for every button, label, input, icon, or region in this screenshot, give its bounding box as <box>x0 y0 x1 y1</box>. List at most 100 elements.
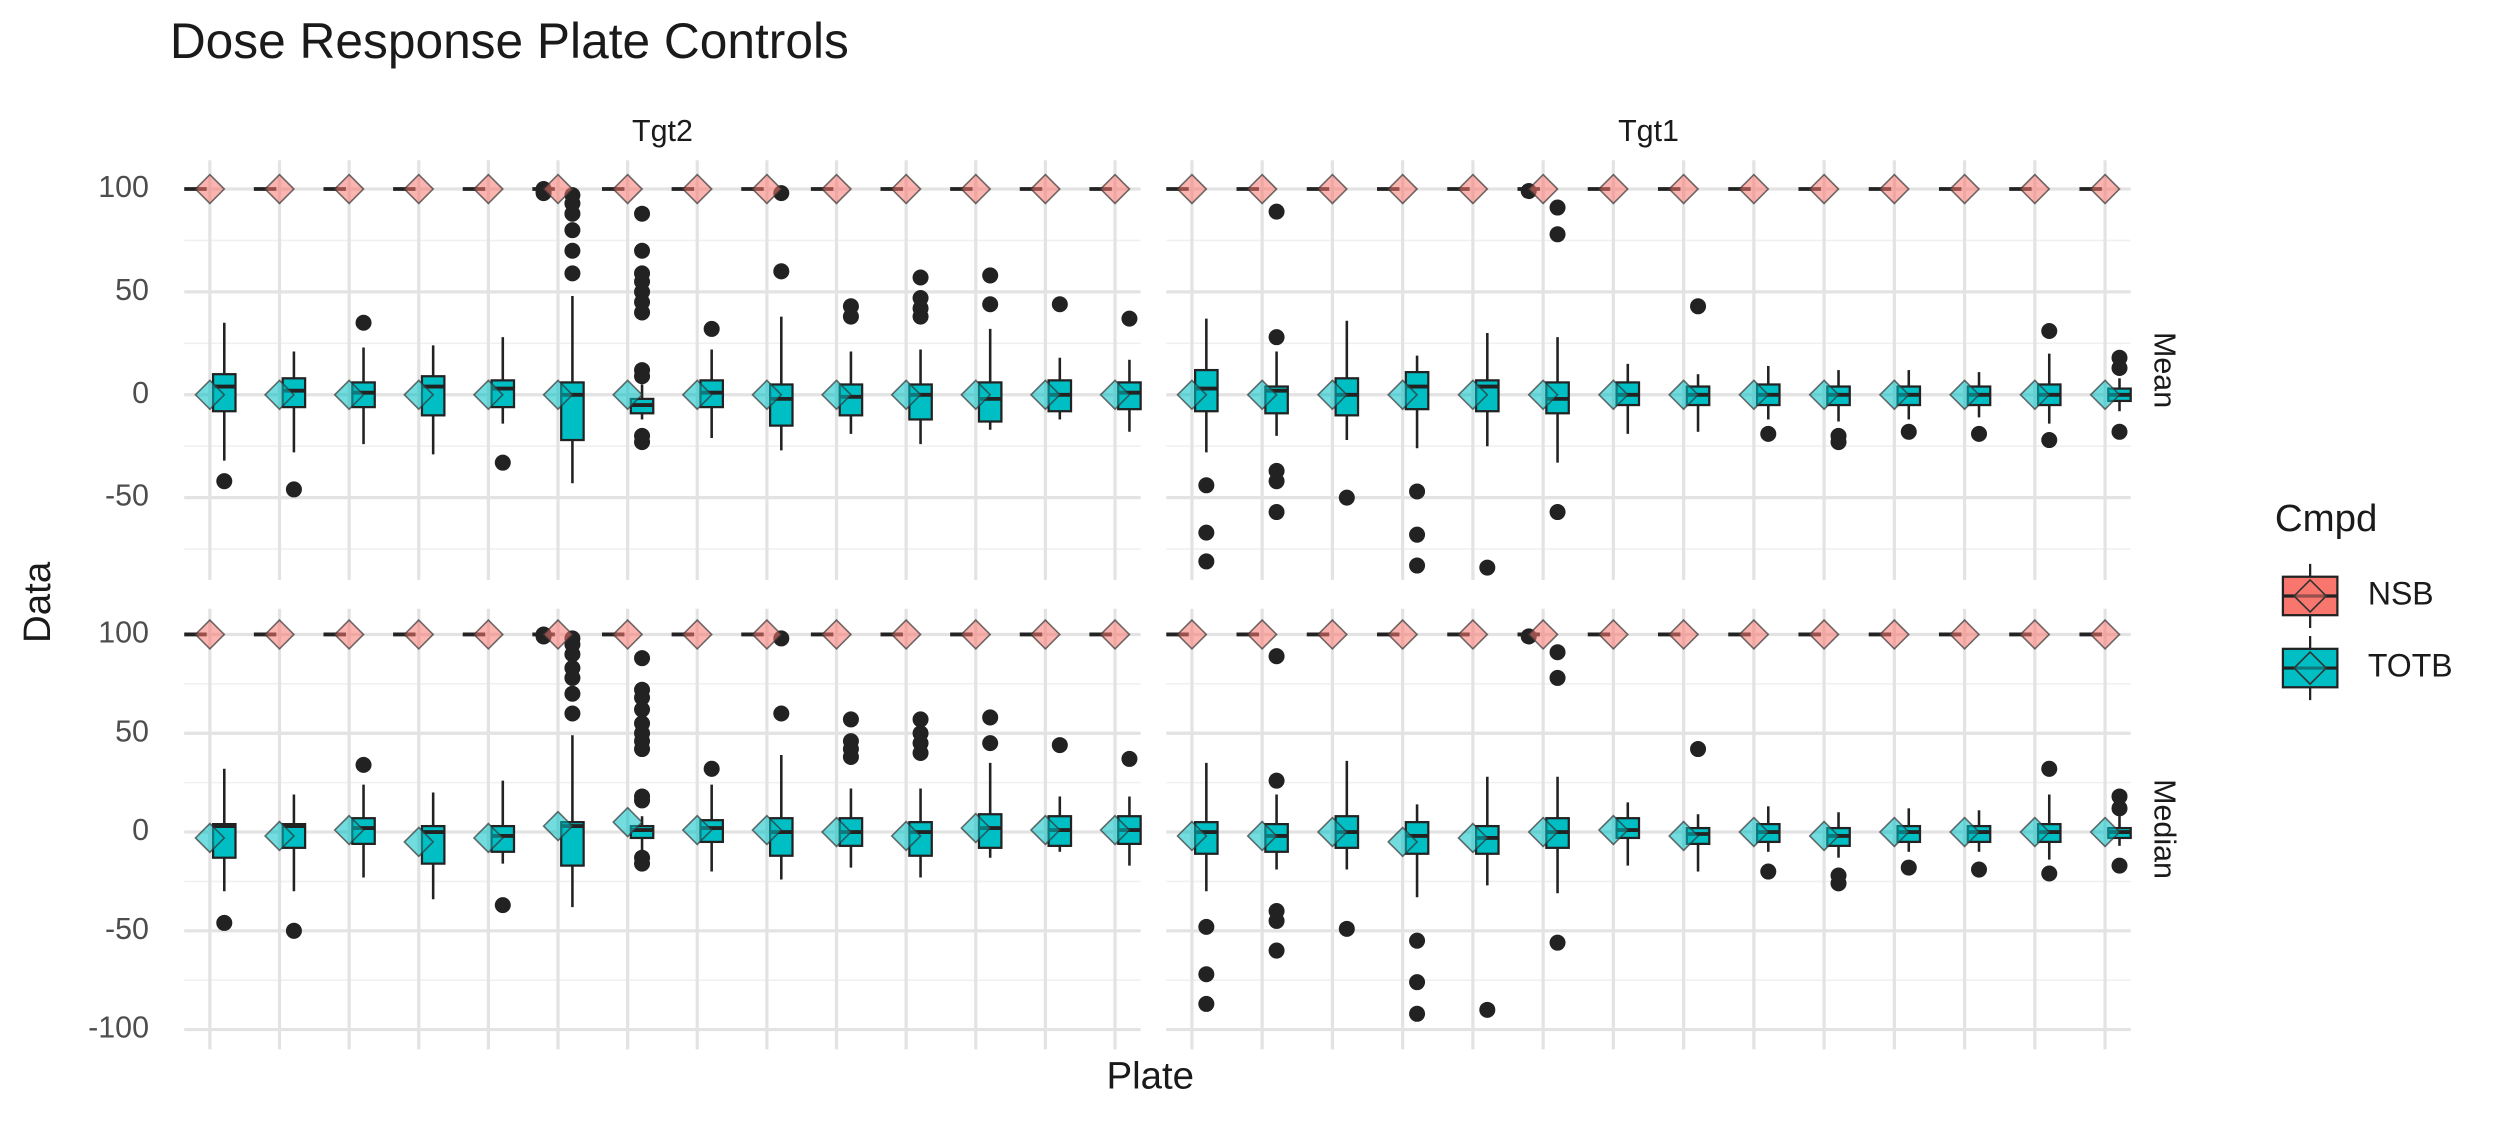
outlier <box>982 267 999 284</box>
mean-diamond <box>472 173 504 205</box>
mean-diamond <box>1316 816 1348 848</box>
outlier <box>703 760 720 777</box>
outlier <box>1900 859 1917 876</box>
mean-diamond <box>890 379 922 411</box>
mean-diamond <box>1176 618 1208 651</box>
mean-diamond <box>194 379 226 411</box>
y-tick-label: -50 <box>105 912 149 946</box>
mean-diamond <box>403 173 435 205</box>
outlier <box>1198 553 1215 570</box>
mean-diamond <box>1527 618 1559 651</box>
mean-diamond <box>2089 379 2121 411</box>
mean-diamond <box>1099 173 1131 205</box>
outlier <box>2111 423 2128 440</box>
outlier <box>1268 648 1285 665</box>
outlier <box>634 265 651 282</box>
mean-diamond <box>333 618 365 651</box>
outlier <box>982 296 999 313</box>
mean-diamond <box>890 173 922 205</box>
mean-diamond <box>1738 379 1770 411</box>
mean-diamond <box>820 379 853 411</box>
outlier <box>1268 504 1285 521</box>
mean-diamond <box>1597 173 1629 205</box>
outlier <box>912 269 929 286</box>
mean-diamond <box>1949 379 1981 411</box>
mean-diamond <box>1808 173 1840 205</box>
mean-diamond <box>1597 814 1629 846</box>
outlier <box>1690 741 1707 758</box>
outlier <box>1198 995 1215 1012</box>
outlier <box>1051 296 1068 313</box>
legend-label: TOTB <box>2368 648 2453 684</box>
mean-diamond <box>403 618 435 651</box>
outlier <box>703 320 720 337</box>
y-tick-label: 0 <box>132 376 149 410</box>
outlier <box>1971 425 1988 442</box>
mean-diamond <box>1668 820 1700 852</box>
outlier <box>1268 329 1285 346</box>
mean-diamond <box>1246 379 1278 411</box>
mean-diamond <box>1099 814 1131 846</box>
mean-diamond <box>542 618 574 651</box>
outlier <box>1198 524 1215 541</box>
mean-diamond <box>960 812 992 844</box>
outlier <box>1198 966 1215 983</box>
mean-diamond <box>194 173 226 205</box>
outlier <box>1549 669 1566 686</box>
y-tick-label: 100 <box>98 170 149 204</box>
mean-diamond <box>1808 820 1840 852</box>
mean-diamond <box>1597 379 1629 411</box>
outlier <box>773 263 790 280</box>
mean-diamond <box>681 814 713 846</box>
mean-diamond <box>751 379 783 411</box>
mean-diamond <box>1029 814 1061 846</box>
outlier <box>1268 203 1285 220</box>
mean-diamond <box>333 173 365 205</box>
mean-diamond <box>612 379 644 411</box>
outlier <box>285 922 302 939</box>
mean-diamond <box>472 379 504 411</box>
mean-diamond <box>681 618 713 651</box>
mean-diamond <box>263 820 296 852</box>
outlier <box>1549 934 1566 951</box>
mean-diamond <box>1246 820 1278 852</box>
mean-diamond <box>1246 618 1278 651</box>
y-tick-label: -50 <box>105 479 149 513</box>
mean-diamond <box>820 816 853 848</box>
outlier <box>1409 483 1426 500</box>
outlier <box>982 709 999 726</box>
outlier <box>2041 432 2058 449</box>
outlier <box>634 242 651 259</box>
outlier <box>564 242 581 259</box>
y-tick-label: 100 <box>98 615 149 649</box>
mean-diamond <box>542 379 574 411</box>
outlier <box>2111 800 2128 817</box>
mean-diamond <box>263 618 296 651</box>
outlier <box>634 681 651 698</box>
mean-diamond <box>751 173 783 205</box>
mean-diamond <box>1316 618 1348 651</box>
mean-diamond <box>1457 173 1489 205</box>
mean-diamond <box>1176 173 1208 205</box>
outlier <box>634 362 651 379</box>
outlier <box>1690 298 1707 315</box>
outlier <box>1549 644 1566 661</box>
outlier <box>1549 504 1566 521</box>
mean-diamond <box>1668 173 1700 205</box>
outlier <box>1338 489 1355 506</box>
mean-diamond <box>333 379 365 411</box>
outlier <box>1338 920 1355 937</box>
outlier <box>1900 423 1917 440</box>
outlier <box>564 265 581 282</box>
outlier <box>1121 750 1138 767</box>
outlier <box>2041 322 2058 339</box>
mean-diamond <box>960 379 992 411</box>
outlier <box>1268 942 1285 959</box>
mean-diamond <box>1878 379 1910 411</box>
mean-diamond <box>1738 173 1770 205</box>
outlier <box>1051 737 1068 754</box>
outlier <box>564 685 581 702</box>
outlier <box>634 650 651 667</box>
outlier <box>634 701 651 718</box>
mean-diamond <box>2019 816 2051 848</box>
